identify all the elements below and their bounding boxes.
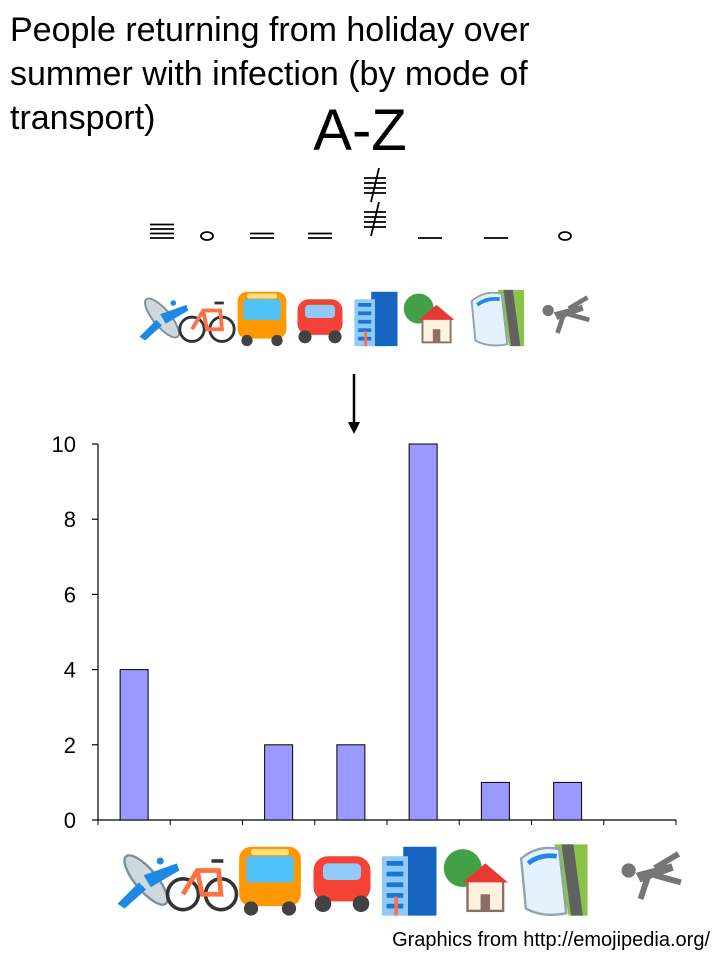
y-tick-label: 4 [64, 658, 76, 683]
bicycle-icon [165, 859, 239, 912]
bus-icon [239, 846, 301, 916]
tally-row [0, 150, 720, 250]
walking-person-icon [542, 295, 590, 334]
bar-car [336, 744, 366, 821]
train-icon [519, 844, 588, 916]
category-icon-4 [370, 842, 446, 918]
train-icon [470, 289, 525, 347]
bar-bus [264, 744, 294, 821]
category-icon-5 [439, 842, 515, 918]
tally-0 [150, 223, 174, 239]
y-tick-label: 8 [64, 507, 76, 532]
house-with-garden-icon [443, 849, 508, 913]
title-line-2: summer with infection (by mode of [10, 55, 528, 93]
top-icon-7 [535, 288, 595, 348]
top-icon-2 [232, 288, 292, 348]
title-line-1: People returning from holiday over [10, 11, 530, 49]
chart-subtitle: A-Z [313, 98, 407, 163]
tally-7 [558, 231, 572, 241]
top-icon-4 [345, 288, 405, 348]
walking-person-icon [621, 851, 682, 900]
bar-train [553, 781, 583, 821]
house-with-garden-icon [403, 293, 455, 344]
category-icon-7 [612, 842, 688, 918]
bicycle-icon [178, 301, 236, 343]
title-line-3: transport) [10, 99, 156, 137]
car-icon [313, 856, 371, 913]
y-tick-label: 0 [64, 808, 76, 833]
category-icon-2 [232, 842, 308, 918]
category-icon-3 [304, 842, 380, 918]
airplane-icon [117, 854, 180, 909]
car-icon [297, 299, 343, 344]
bar-office-building [408, 443, 438, 821]
graphics-credit: Graphics from http://emojipedia.org/ [392, 929, 710, 951]
tally-marks [150, 167, 572, 241]
bar-house-with-garden [480, 781, 510, 821]
down-arrow-icon [348, 374, 360, 434]
bar-chart: 0 2 4 6 8 10 [52, 432, 677, 833]
airplane-icon [139, 297, 189, 341]
office-building-icon [381, 846, 437, 916]
top-icon-6 [466, 288, 526, 348]
bars [119, 443, 583, 821]
transport-icon-row [0, 288, 720, 358]
top-icon-0 [132, 288, 192, 348]
category-icon-1 [164, 842, 240, 918]
tally-3 [308, 232, 332, 239]
category-icon-6 [514, 842, 590, 918]
bus-icon [237, 291, 287, 347]
y-tick-label: 2 [64, 733, 76, 758]
top-icon-1 [177, 288, 237, 348]
y-tick-label: 10 [52, 432, 76, 457]
tally-4 [364, 167, 386, 237]
office-building-icon [354, 291, 398, 347]
top-icon-3 [290, 288, 350, 348]
tally-2 [250, 232, 274, 239]
chart-title: People returning from holiday over summe… [10, 8, 610, 140]
y-tick-label: 6 [64, 582, 76, 607]
bar-airplane [119, 669, 149, 821]
top-icon-5 [400, 288, 460, 348]
chart-axes: 0 2 4 6 8 10 [52, 432, 677, 833]
tally-1 [200, 231, 214, 241]
category-icon-0 [108, 842, 184, 918]
category-icon-row [0, 842, 720, 922]
